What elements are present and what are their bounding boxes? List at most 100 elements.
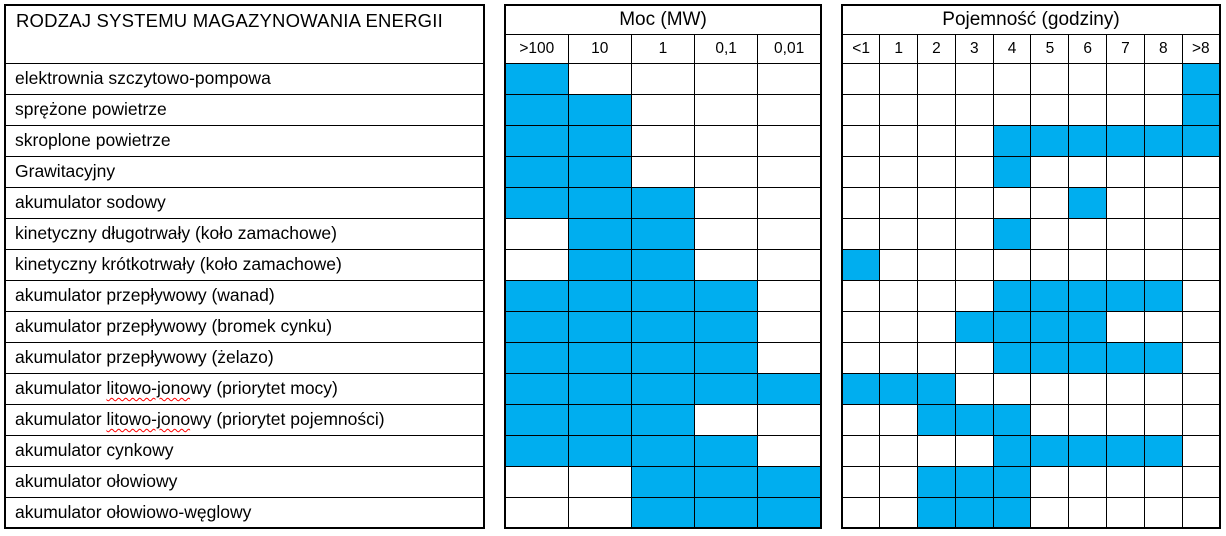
power-cell-filled xyxy=(567,279,632,312)
storage-type-table-body: elektrownia szczytowo-pompowa sprężone po… xyxy=(4,62,485,529)
capacity-cell-empty xyxy=(1030,155,1070,188)
capacity-cell-empty xyxy=(954,372,994,405)
storage-type-row: akumulator cynkowy xyxy=(4,434,485,467)
storage-type-label: Grawitacyjny xyxy=(4,155,485,188)
power-cell-filled xyxy=(504,403,569,436)
power-cell-empty xyxy=(694,403,759,436)
capacity-cell-filled xyxy=(992,496,1032,529)
power-cell-empty xyxy=(757,186,822,219)
capacity-cell-row xyxy=(841,496,1221,529)
capacity-cell-row xyxy=(841,372,1221,405)
capacity-cell-empty xyxy=(841,403,881,436)
capacity-cell-filled xyxy=(992,124,1032,157)
capacity-cell-empty xyxy=(1030,496,1070,529)
capacity-cell-empty xyxy=(992,372,1032,405)
capacity-cell-empty xyxy=(917,124,956,157)
capacity-cell-empty xyxy=(917,248,956,281)
capacity-cell-empty xyxy=(1143,403,1183,436)
capacity-cell-empty xyxy=(1106,93,1145,126)
capacity-cell-empty xyxy=(841,124,881,157)
capacity-cell-empty xyxy=(992,93,1032,126)
capacity-cell-filled xyxy=(954,310,994,343)
capacity-cell-filled xyxy=(1106,124,1145,157)
capacity-cell-filled xyxy=(1106,434,1145,467)
power-cell-empty xyxy=(694,248,759,281)
capacity-cell-empty xyxy=(1068,465,1108,498)
capacity-cell-empty xyxy=(954,248,994,281)
capacity-cell-row xyxy=(841,155,1221,188)
capacity-matrix-head: Pojemność (godziny) <1 1 2 3 4 5 6 7 8 >8 xyxy=(841,4,1221,64)
capacity-cell-filled xyxy=(1106,279,1145,312)
capacity-cell-empty xyxy=(1143,248,1183,281)
power-cell-filled xyxy=(567,186,632,219)
capacity-cell-empty xyxy=(879,434,919,467)
capacity-cell-empty xyxy=(1181,372,1221,405)
power-cell-filled xyxy=(630,341,696,374)
power-cell-filled xyxy=(694,341,759,374)
storage-type-row: akumulator ołowiowo-węglowy xyxy=(4,496,485,529)
capacity-cell-filled xyxy=(1030,124,1070,157)
power-cell-row xyxy=(504,248,822,281)
label-text: wy (priorytet mocy) xyxy=(190,378,338,398)
capacity-cell-filled xyxy=(1181,93,1221,126)
label-text: wy (priorytet pojemności) xyxy=(190,409,385,429)
capacity-cell-empty xyxy=(879,62,919,95)
capacity-cell-row xyxy=(841,279,1221,312)
capacity-cell-filled xyxy=(1068,434,1108,467)
capacity-cell-empty xyxy=(841,93,881,126)
capacity-cell-empty xyxy=(1181,186,1221,219)
capacity-cell-empty xyxy=(1143,310,1183,343)
power-cell-row xyxy=(504,217,822,250)
capacity-cell-empty xyxy=(917,310,956,343)
capacity-column-header: >8 xyxy=(1181,33,1221,64)
power-cell-empty xyxy=(567,496,632,529)
power-cell-filled xyxy=(757,465,822,498)
capacity-cell-empty xyxy=(1181,465,1221,498)
power-cell-empty xyxy=(504,496,569,529)
capacity-cell-empty xyxy=(917,434,956,467)
label-text: akumulator xyxy=(15,378,107,398)
capacity-cell-empty xyxy=(879,248,919,281)
power-cell-filled xyxy=(567,124,632,157)
power-cell-filled xyxy=(757,496,822,529)
storage-type-label: akumulator przepływowy (żelazo) xyxy=(4,341,485,374)
capacity-cell-filled xyxy=(1143,341,1183,374)
storage-type-row: kinetyczny długotrwały (koło zamachowe) xyxy=(4,217,485,250)
storage-type-label: akumulator cynkowy xyxy=(4,434,485,467)
capacity-cell-empty xyxy=(1030,62,1070,95)
capacity-cell-empty xyxy=(1181,496,1221,529)
capacity-cell-empty xyxy=(1106,186,1145,219)
capacity-cell-empty xyxy=(1106,372,1145,405)
power-cell-empty xyxy=(694,62,759,95)
capacity-cell-filled xyxy=(841,372,881,405)
capacity-cell-empty xyxy=(1181,217,1221,250)
power-cell-empty xyxy=(757,124,822,157)
capacity-cell-filled xyxy=(992,403,1032,436)
capacity-cell-filled xyxy=(917,496,956,529)
power-cell-filled xyxy=(630,434,696,467)
power-cell-row xyxy=(504,186,822,219)
power-column-header: 0,1 xyxy=(694,33,759,64)
power-cell-empty xyxy=(757,310,822,343)
capacity-cell-empty xyxy=(1106,465,1145,498)
power-cell-filled xyxy=(567,310,632,343)
capacity-cell-empty xyxy=(992,62,1032,95)
capacity-cell-empty xyxy=(954,279,994,312)
storage-type-label: akumulator przepływowy (wanad) xyxy=(4,279,485,312)
capacity-cell-empty xyxy=(1143,372,1183,405)
power-cell-filled xyxy=(504,124,569,157)
capacity-cell-filled xyxy=(1030,341,1070,374)
power-cell-row xyxy=(504,434,822,467)
capacity-cell-filled xyxy=(1181,124,1221,157)
power-cell-filled xyxy=(504,372,569,405)
capacity-cell-row xyxy=(841,62,1221,95)
capacity-cell-empty xyxy=(1068,217,1108,250)
capacity-cell-row xyxy=(841,341,1221,374)
capacity-cell-empty xyxy=(1143,496,1183,529)
capacity-cell-empty xyxy=(1106,310,1145,343)
capacity-cell-filled xyxy=(1068,341,1108,374)
storage-type-row: elektrownia szczytowo-pompowa xyxy=(4,62,485,95)
capacity-column-header: 7 xyxy=(1106,33,1145,64)
power-cell-empty xyxy=(630,155,696,188)
power-cell-filled xyxy=(630,403,696,436)
